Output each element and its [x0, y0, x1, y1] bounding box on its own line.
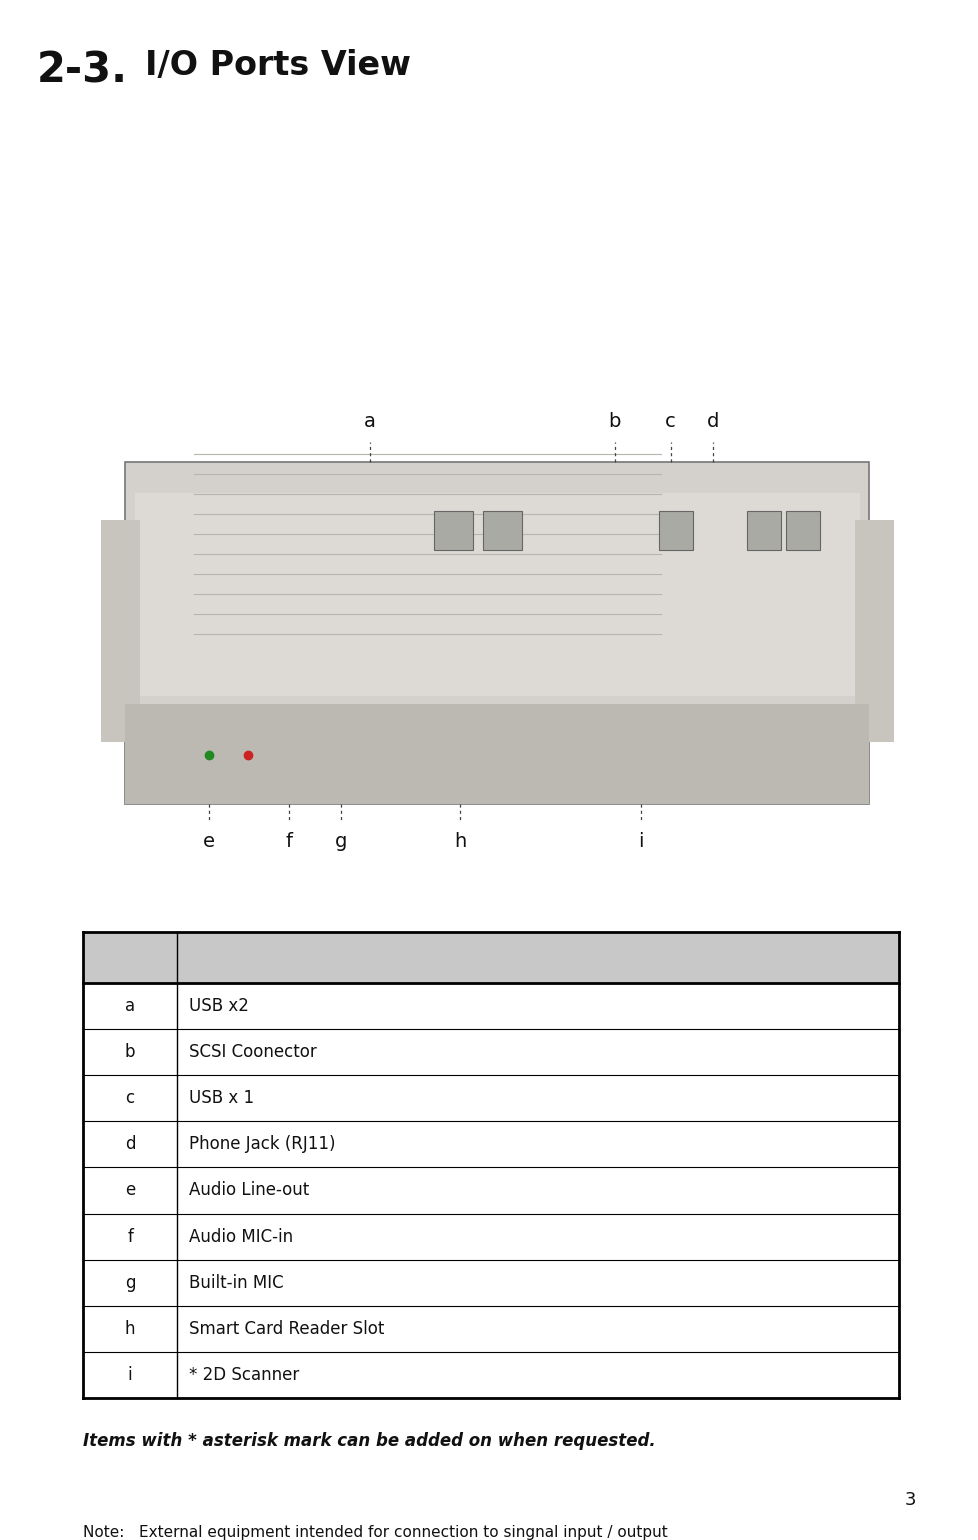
Bar [746, 511, 780, 550]
Text: c: c [665, 413, 675, 431]
Bar [135, 493, 859, 696]
Text: i: i [638, 832, 644, 850]
Bar [83, 932, 898, 983]
Text: g: g [334, 832, 346, 850]
Text: 2-3.: 2-3. [37, 49, 128, 91]
Bar [658, 511, 692, 550]
Text: h: h [454, 832, 466, 850]
Text: Phone Jack (RJ11): Phone Jack (RJ11) [189, 1135, 334, 1153]
Text: Note:   External equipment intended for connection to singnal input / output: Note: External equipment intended for co… [83, 1525, 667, 1540]
Bar [101, 521, 140, 742]
Text: Audio MIC-in: Audio MIC-in [189, 1227, 292, 1246]
Bar [125, 704, 868, 804]
Text: i: i [128, 1366, 132, 1384]
Text: SCSI Coonector: SCSI Coonector [189, 1043, 316, 1061]
Text: e: e [125, 1181, 135, 1200]
Text: USB x 1: USB x 1 [189, 1089, 253, 1107]
Text: 3: 3 [904, 1491, 915, 1509]
Text: * 2D Scanner: * 2D Scanner [189, 1366, 298, 1384]
Bar [785, 511, 820, 550]
Bar [482, 511, 521, 550]
Text: c: c [125, 1089, 135, 1107]
Bar [433, 511, 472, 550]
Text: d: d [706, 413, 718, 431]
Text: f: f [127, 1227, 133, 1246]
Text: b: b [608, 413, 620, 431]
Text: a: a [364, 413, 376, 431]
Text: Audio Line-out: Audio Line-out [189, 1181, 309, 1200]
Text: d: d [125, 1135, 135, 1153]
Text: Built-in MIC: Built-in MIC [189, 1274, 283, 1292]
Text: g: g [125, 1274, 135, 1292]
Text: e: e [202, 832, 214, 850]
Text: a: a [125, 996, 135, 1015]
Bar [125, 462, 868, 804]
Text: f: f [285, 832, 292, 850]
Text: Items with * asterisk mark can be added on when requested.: Items with * asterisk mark can be added … [83, 1432, 655, 1451]
Bar [854, 521, 893, 742]
Text: b: b [125, 1043, 135, 1061]
Text: h: h [125, 1320, 135, 1338]
Text: Smart Card Reader Slot: Smart Card Reader Slot [189, 1320, 383, 1338]
Text: USB x2: USB x2 [189, 996, 248, 1015]
Text: I/O Ports View: I/O Ports View [145, 49, 411, 82]
Text: Item: Item [109, 949, 152, 966]
Text: Description: Description [189, 949, 296, 966]
